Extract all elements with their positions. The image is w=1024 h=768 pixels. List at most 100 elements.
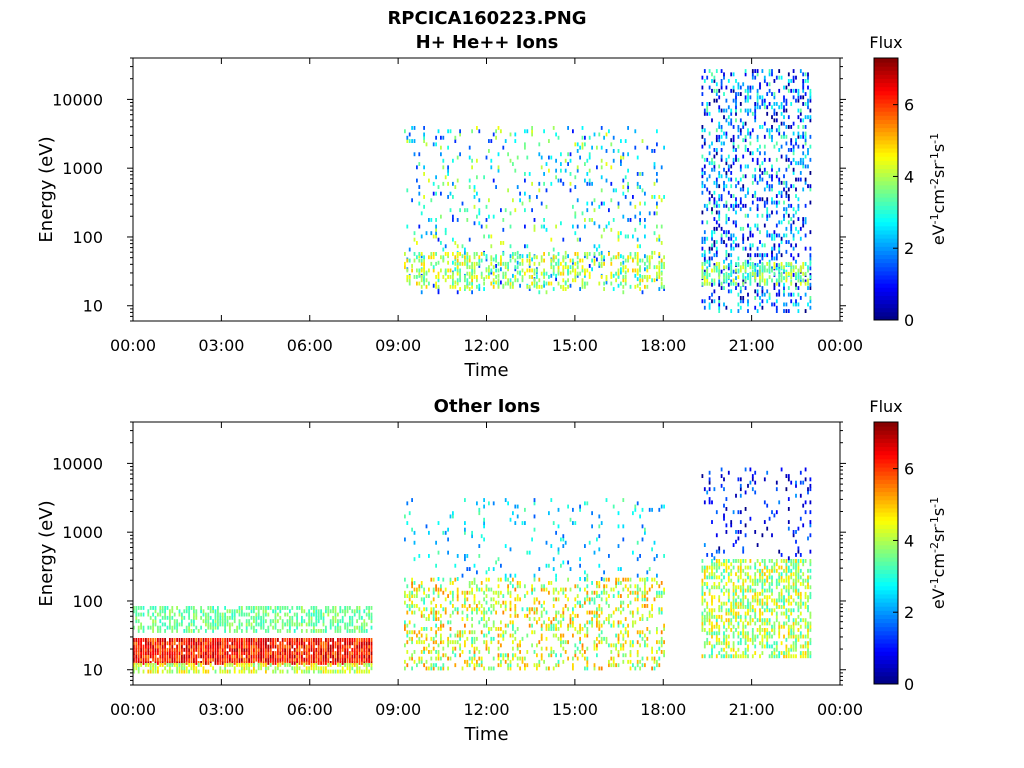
flux-cell (478, 198, 481, 203)
flux-cell (464, 287, 466, 291)
flux-cell (413, 587, 416, 592)
flux-cell (476, 214, 478, 219)
flux-cell (346, 647, 349, 652)
flux-cell (620, 630, 622, 635)
flux-cell (337, 638, 339, 642)
flux-cell (646, 643, 649, 648)
flux-cell (545, 271, 548, 276)
flux-cell (205, 669, 207, 674)
flux-cell (284, 651, 286, 655)
flux-cell (540, 584, 543, 589)
flux-cell (461, 254, 464, 259)
flux-cell (581, 604, 584, 608)
flux-cell (713, 203, 716, 208)
flux-cell (411, 656, 413, 661)
flux-cell (783, 98, 785, 103)
flux-cell (313, 609, 315, 614)
flux-cell (480, 581, 483, 585)
flux-cell (425, 524, 428, 529)
flux-cell (600, 188, 603, 193)
flux-cell (416, 594, 418, 598)
flux-cell (164, 609, 166, 614)
flux-cell (574, 142, 577, 147)
flux-cell (586, 181, 589, 186)
flux-cell (713, 243, 716, 248)
flux-cell (423, 587, 425, 592)
flux-cell (656, 630, 658, 635)
flux-cell (663, 265, 665, 270)
flux-cell (576, 142, 579, 147)
flux-cell (432, 252, 435, 256)
flux-cell (703, 275, 706, 280)
flux-cell (718, 125, 721, 129)
flux-cell (308, 654, 310, 659)
flux-cell (809, 115, 812, 120)
flux-cell (272, 609, 274, 614)
flux-cell (751, 243, 754, 248)
flux-cell (514, 275, 517, 279)
flux-cell (519, 255, 521, 260)
flux-cell (569, 283, 572, 288)
flux-cell (293, 669, 296, 674)
flux-cell (564, 540, 567, 545)
flux-cell (526, 633, 529, 638)
flux-cell (610, 650, 613, 654)
flux-cell (173, 661, 176, 665)
flux-cell (763, 79, 766, 83)
flux-cell (809, 282, 812, 287)
flux-cell (245, 651, 248, 655)
flux-cell (718, 203, 721, 208)
flux-cell (766, 217, 769, 221)
flux-cell (411, 590, 413, 595)
flux-cell (775, 157, 778, 162)
flux-cell (742, 154, 745, 159)
flux-cell (195, 654, 198, 659)
flux-cell (236, 638, 238, 642)
flux-cell (521, 607, 524, 612)
flux-cell (471, 636, 473, 641)
flux-cell (802, 82, 805, 87)
flux-cell (370, 638, 373, 642)
flux-cell (804, 281, 807, 286)
flux-cell (780, 144, 783, 149)
flux-cell (545, 281, 548, 286)
flux-cell (224, 638, 226, 642)
flux-cell (703, 582, 706, 586)
flux-cell (785, 125, 788, 129)
flux-cell (274, 609, 277, 614)
flux-cell (516, 663, 519, 668)
flux-cell (418, 254, 421, 259)
flux-cell (572, 268, 574, 273)
flux-cell (725, 265, 728, 270)
flux-cell (485, 255, 488, 260)
flux-cell (497, 584, 500, 589)
flux-cell (713, 631, 716, 636)
flux-cell (660, 258, 663, 263)
flux-cell (586, 201, 589, 206)
flux-cell (217, 644, 219, 649)
flux-cell (281, 638, 284, 642)
flux-cell (545, 227, 548, 232)
flux-cell (315, 654, 318, 659)
flux-cell (656, 277, 658, 282)
flux-cell (711, 233, 713, 238)
flux-cell (629, 201, 632, 206)
flux-cell (644, 581, 646, 585)
flux-cell (622, 524, 625, 529)
flux-cell (795, 282, 797, 287)
flux-cell (461, 604, 464, 608)
colorbar-swatch (874, 258, 898, 264)
flux-cell (183, 609, 186, 614)
flux-cell (600, 630, 603, 635)
colorbar-swatch (874, 86, 898, 92)
flux-cell (435, 633, 437, 638)
flux-cell (476, 610, 478, 615)
flux-cell (500, 280, 502, 285)
flux-cell (437, 290, 440, 295)
flux-cell (344, 651, 346, 655)
flux-cell (737, 85, 740, 90)
flux-cell (567, 162, 569, 166)
flux-cell (164, 641, 166, 646)
flux-cell (550, 261, 553, 266)
flux-cell (802, 144, 805, 149)
